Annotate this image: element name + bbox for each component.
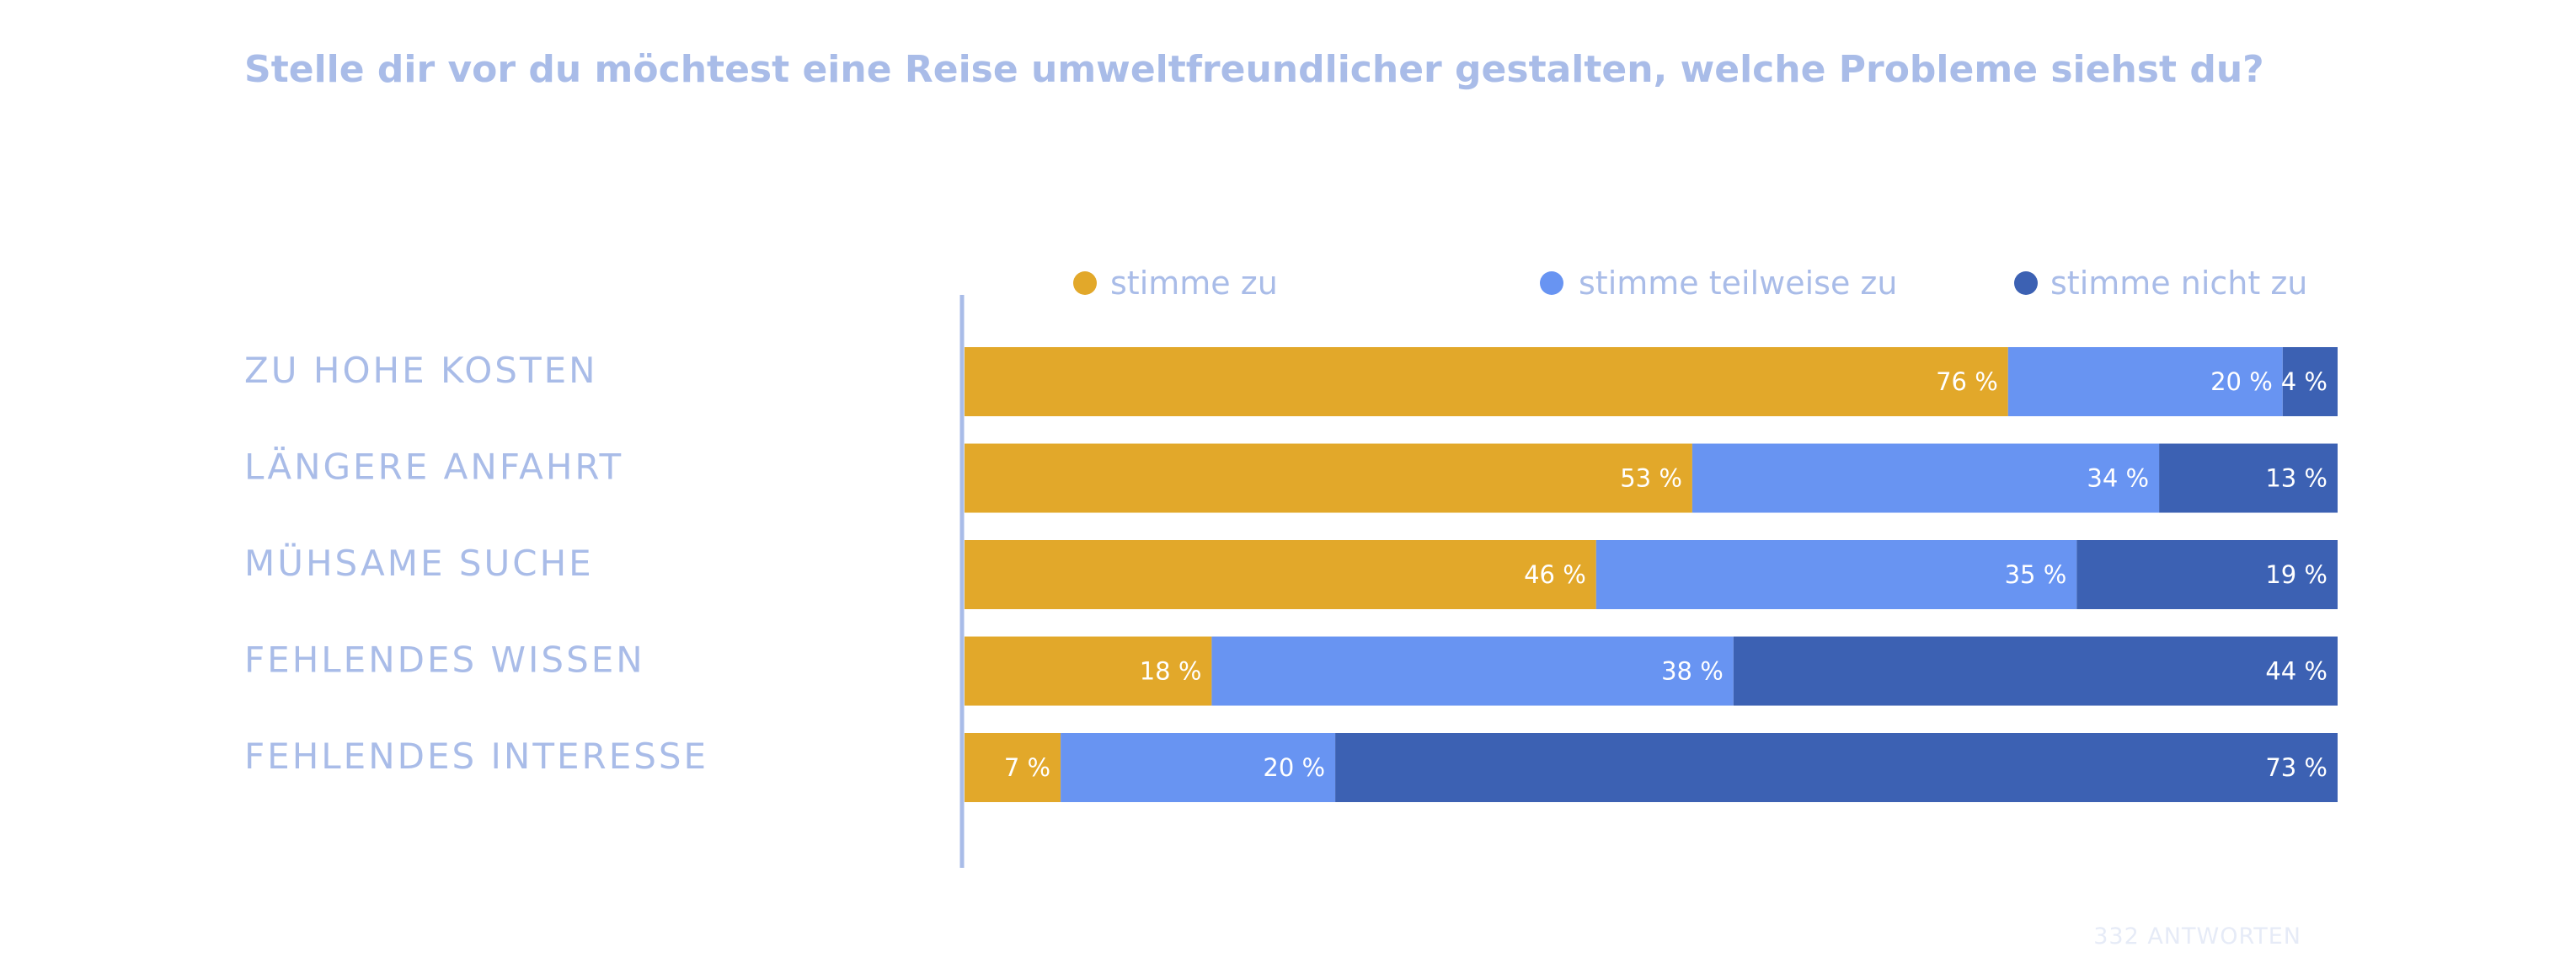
bar-2-segment-2 xyxy=(1692,443,2160,513)
bar-4-segment-1 xyxy=(965,636,1212,706)
value-label-4-3: 44 % xyxy=(2265,657,2327,686)
category-labels: ZU HOHE KOSTEN LÄNGERE ANFAHRT MÜHSAME SUC… xyxy=(244,350,708,777)
bar-3-segment-2 xyxy=(1595,540,2077,609)
bar-2-segment-1 xyxy=(965,443,1692,513)
category-label-1: ZU HOHE KOSTEN xyxy=(244,350,598,391)
bar-1-segment-3 xyxy=(2282,347,2338,416)
value-label-5-1: 7 % xyxy=(1004,753,1050,782)
legend-marker-2 xyxy=(1540,271,1563,295)
response-count-note: 332 ANTWORTEN xyxy=(2093,923,2301,950)
category-label-5: FEHLENDES INTERESSE xyxy=(244,736,708,777)
value-label-4-1: 18 % xyxy=(1140,657,1202,686)
bar-2-segment-3 xyxy=(2159,443,2338,513)
value-label-3-2: 35 % xyxy=(2005,560,2067,589)
value-label-1-1: 76 % xyxy=(1936,367,1998,396)
legend-label-2: stimme teilweise zu xyxy=(1579,265,1897,302)
bar-3-segment-3 xyxy=(2076,540,2338,609)
bar-5-segment-3 xyxy=(1335,733,2338,802)
bar-3-segment-1 xyxy=(965,540,1596,609)
bar-5-segment-2 xyxy=(1061,733,1336,802)
bar-4-segment-2 xyxy=(1211,636,1734,706)
value-label-2-2: 34 % xyxy=(2087,464,2149,493)
legend-label-3: stimme nicht zu xyxy=(2050,265,2307,302)
bar-4-segment-3 xyxy=(1733,636,2338,706)
value-label-2-3: 13 % xyxy=(2265,464,2327,493)
value-label-5-2: 20 % xyxy=(1263,753,1325,782)
category-label-3: MÜHSAME SUCHE xyxy=(244,542,594,584)
value-label-1-3: 4 % xyxy=(2281,367,2327,396)
bar-5-segment-1 xyxy=(965,733,1061,802)
chart-title: Stelle dir vor du möchtest eine Reise um… xyxy=(244,48,2264,91)
legend-label-1: stimme zu xyxy=(1110,265,1278,302)
value-label-3-3: 19 % xyxy=(2265,560,2327,589)
value-label-1-2: 20 % xyxy=(2210,367,2273,396)
legend-marker-3 xyxy=(2014,271,2038,295)
bar-1-segment-2 xyxy=(2007,347,2283,416)
bars: 76 % 20 % 4 % 53 % 34 % 13 % 46 % 35 % 19 % 18 % 3… xyxy=(965,347,2338,802)
value-label-2-1: 53 % xyxy=(1620,464,1682,493)
legend-marker-1 xyxy=(1073,271,1097,295)
value-label-3-1: 46 % xyxy=(1524,560,1586,589)
value-label-5-3: 73 % xyxy=(2265,753,2327,782)
value-label-4-2: 38 % xyxy=(1661,657,1724,686)
bar-1-segment-1 xyxy=(965,347,2008,416)
legend: stimme zu stimme teilweise zu stimme nicht… xyxy=(1073,265,2307,302)
category-label-4: FEHLENDES WISSEN xyxy=(244,640,645,681)
category-label-2: LÄNGERE ANFAHRT xyxy=(244,446,623,488)
